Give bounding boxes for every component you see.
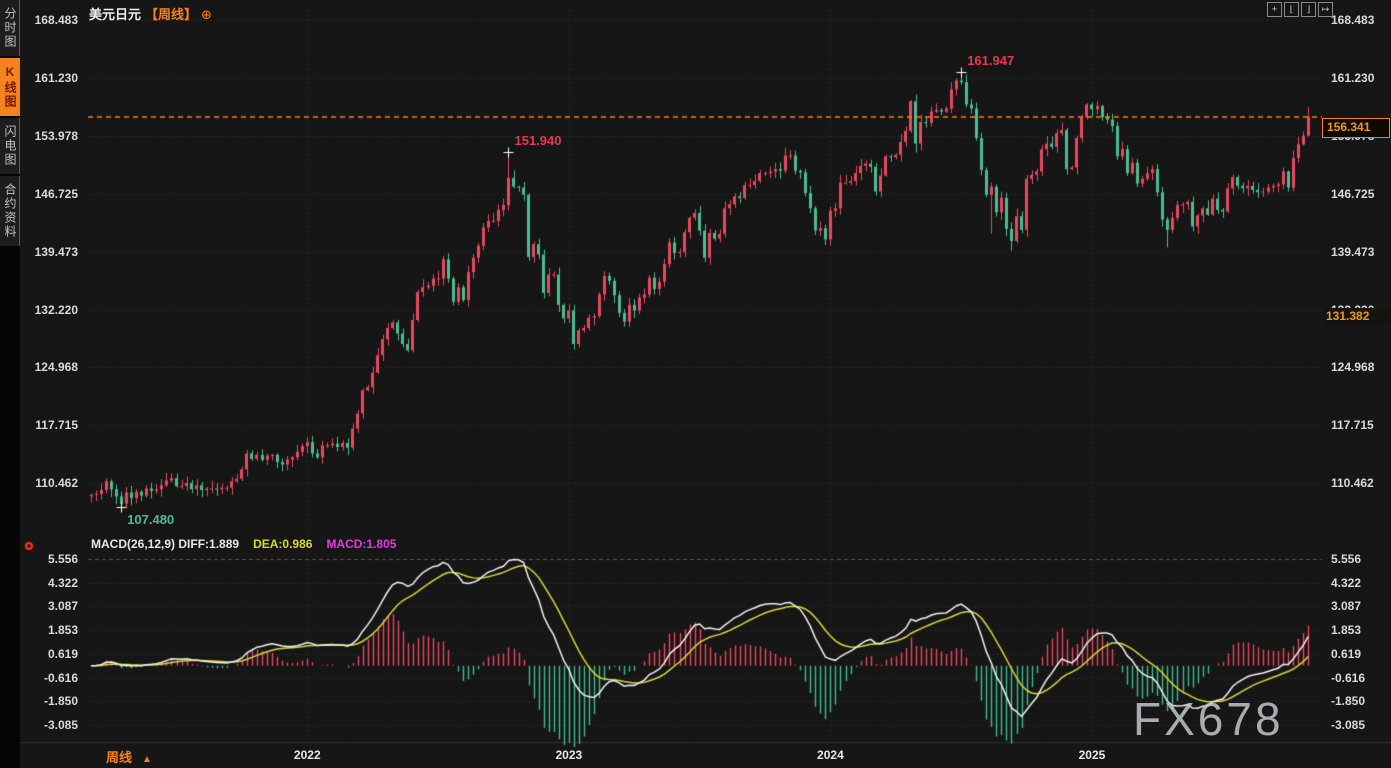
macd-axis-label-left: -3.085 — [43, 717, 78, 732]
symbol-name: 美元日元 — [89, 7, 142, 22]
macd-header: MACD(26,12,9) DIFF:1.889 DEA:0.986 MACD:1.… — [91, 537, 396, 551]
price-axis-label-right: 139.473 — [1331, 244, 1375, 259]
price-axis-label-right: 168.483 — [1331, 13, 1375, 27]
period-name: 【周线】 — [145, 7, 198, 22]
macd-axis-label-left: -1.850 — [43, 694, 78, 709]
price-axis-label-left: 124.968 — [34, 360, 78, 375]
macd-axis-label-right: -0.616 — [1331, 670, 1366, 685]
price-axis-label-right: 124.968 — [1331, 360, 1375, 375]
sidebar-tab-3[interactable]: 合约资料 — [0, 176, 20, 246]
axis-right-icon[interactable]: ⌋ — [1301, 2, 1316, 17]
sidebar-tab-2[interactable]: 闪电图 — [0, 118, 20, 174]
price-axis-label-left: 132.220 — [34, 302, 78, 317]
sidebar-tab-1[interactable]: K线图 — [0, 58, 20, 116]
macd-axis-label-right: 4.322 — [1331, 575, 1362, 590]
price-axis-label-left: 139.473 — [34, 244, 78, 259]
detach-window-icon[interactable]: ↦ — [1318, 2, 1333, 17]
chart-type-sidebar: 分时图 K线图 闪电图 合约资料 — [0, 0, 20, 768]
macd-formula-and-diff: MACD(26,12,9) DIFF:1.889 — [91, 537, 240, 551]
macd-axis-label-left: -0.616 — [43, 670, 78, 685]
indicator-settings-icon[interactable] — [24, 541, 34, 551]
price-annotation: 107.480 — [127, 511, 175, 527]
price-axis-label-left: 168.483 — [34, 13, 78, 27]
macd-axis-label-right: -1.850 — [1331, 694, 1366, 709]
chart-toolbar: + ⌊ ⌋ ↦ — [1267, 2, 1333, 17]
price-axis-label-left: 117.715 — [35, 418, 78, 433]
x-axis-year-label: 2022 — [293, 748, 321, 762]
secondary-price-badge: 131.382 — [1322, 308, 1391, 327]
macd-axis-label-right: 0.619 — [1331, 646, 1362, 661]
price-axis-label-right: 117.715 — [1331, 418, 1374, 433]
price-axis-label-left: 110.462 — [35, 476, 78, 491]
macd-axis-label-right: 5.556 — [1331, 552, 1362, 566]
macd-axis-label-left: 1.853 — [47, 623, 78, 638]
macd-dea-value: DEA:0.986 — [253, 537, 313, 551]
macd-axis-label-right: -3.085 — [1331, 717, 1366, 732]
current-price-badge: 156.341 — [1322, 117, 1390, 138]
price-annotation: 151.940 — [514, 133, 562, 149]
watermark: FX678 — [1133, 693, 1284, 745]
price-axis-label-left: 153.978 — [34, 128, 78, 143]
price-axis-label-left: 161.230 — [34, 70, 78, 85]
period-selector[interactable]: 周线 ▲ — [106, 747, 152, 766]
period-label: 周线 — [106, 750, 133, 765]
period-dropdown-arrow-icon: ▲ — [142, 754, 152, 765]
crosshair-icon[interactable]: + — [1267, 2, 1282, 17]
x-axis-year-label: 2024 — [817, 748, 844, 762]
price-axis-label-right: 146.725 — [1331, 186, 1375, 201]
chart-title: 美元日元 【周线】 ⊕ — [89, 4, 212, 23]
sidebar-tab-0[interactable]: 分时图 — [0, 0, 20, 56]
macd-axis-label-left: 4.322 — [47, 575, 78, 590]
add-indicator-icon[interactable]: ⊕ — [201, 7, 212, 22]
price-axis-label-right: 110.462 — [1331, 476, 1374, 491]
macd-axis-label-right: 1.853 — [1331, 623, 1362, 638]
macd-axis-label-right: 3.087 — [1331, 599, 1362, 614]
price-axis-label-left: 146.725 — [34, 186, 78, 201]
x-axis-year-label: 2023 — [555, 748, 583, 762]
x-axis-year-label: 2025 — [1078, 748, 1106, 762]
macd-axis-label-left: 5.556 — [47, 552, 78, 566]
macd-axis-label-left: 0.619 — [47, 646, 78, 661]
price-annotation: 161.947 — [967, 53, 1015, 69]
axis-left-icon[interactable]: ⌊ — [1284, 2, 1299, 17]
macd-axis-label-left: 3.087 — [47, 599, 78, 614]
macd-macd-value: MACD:1.805 — [326, 537, 397, 551]
price-axis-label-right: 161.230 — [1331, 70, 1375, 85]
